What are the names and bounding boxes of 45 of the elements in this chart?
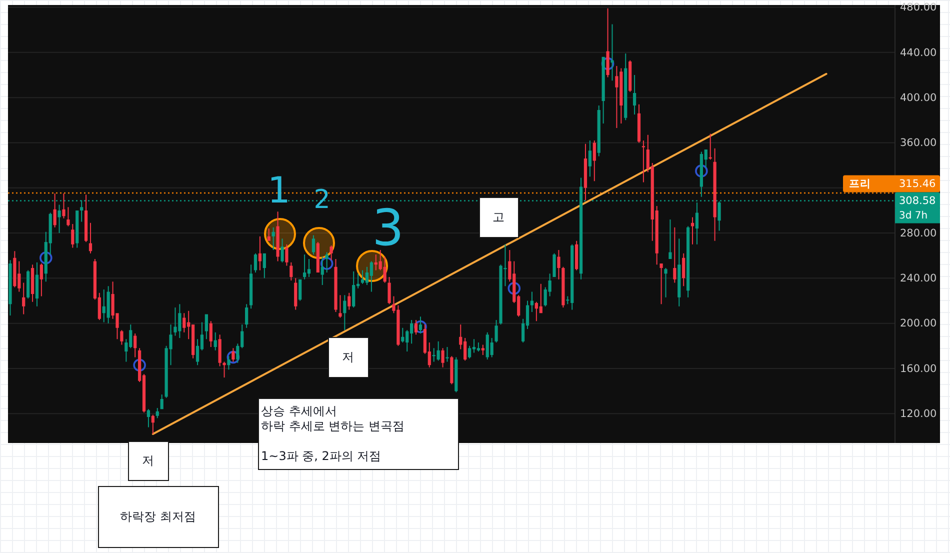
candlestick: [660, 264, 663, 304]
y-tick-label: 480.00: [900, 2, 937, 14]
y-tick-label: 200.00: [900, 318, 937, 330]
text: 저: [142, 454, 154, 468]
candlestick: [610, 24, 614, 81]
y-tick-label: 360.00: [900, 137, 937, 150]
text: 프리 315.46: [849, 178, 936, 190]
annotation: 3d 7h: [899, 210, 928, 222]
point: [40, 251, 52, 264]
annotation: 1: [268, 170, 290, 212]
candlestick: [330, 245, 333, 260]
candlestick: [446, 347, 449, 362]
candlestick: [664, 268, 668, 298]
annotation: 저: [342, 350, 354, 364]
y-tick-label: 240.00: [900, 272, 937, 285]
y-tick-label: 280.00: [900, 227, 937, 240]
candlestick: [557, 250, 560, 280]
ref-line-label: 308.58: [899, 194, 936, 207]
y-tick-label: 440.00: [900, 46, 937, 59]
annotation: 3: [372, 199, 404, 257]
point: [414, 320, 427, 334]
candlestick: [174, 308, 177, 336]
candlestick: [66, 207, 70, 226]
candlestick: [668, 219, 672, 259]
text: 상승 추세에서 하락 추세로 변하는 변곡점 1~3파 중, 2파의 저점: [261, 404, 404, 463]
point: [226, 350, 240, 364]
candlestick: [62, 194, 66, 218]
candlestick: [690, 217, 694, 244]
annotation: 2: [314, 185, 330, 215]
text: 하락장 최저점: [120, 510, 196, 524]
point: [320, 257, 334, 270]
candlestick: [58, 204, 61, 234]
candlestick: [642, 140, 646, 182]
candlestick: [222, 362, 226, 378]
annotation: 고: [492, 210, 504, 224]
candlestick: [708, 134, 712, 160]
y-tick-label: 160.00: [900, 362, 937, 375]
y-tick-label: 120.00: [900, 408, 937, 420]
point: [695, 164, 708, 178]
y-tick-label: 400.00: [900, 92, 937, 104]
candlestick: [338, 295, 342, 318]
candlestick: [615, 66, 618, 128]
point: [508, 282, 521, 295]
point: [601, 57, 614, 70]
point: [133, 358, 146, 372]
